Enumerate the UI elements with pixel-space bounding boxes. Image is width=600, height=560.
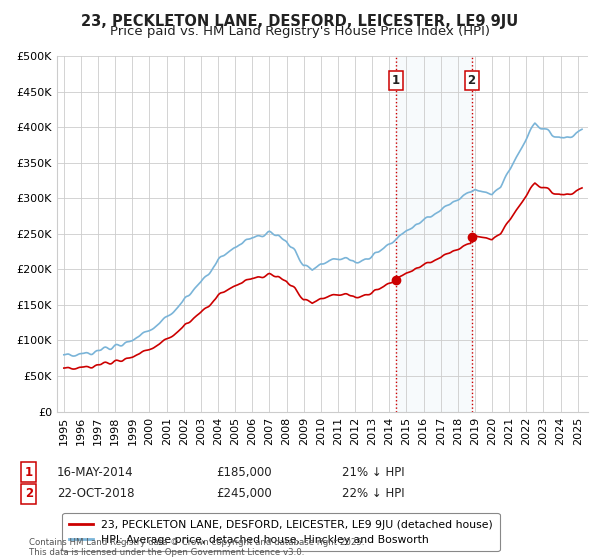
Bar bbox=[395, 56, 472, 412]
Text: 22-OCT-2018: 22-OCT-2018 bbox=[57, 487, 134, 501]
Text: 2: 2 bbox=[467, 74, 476, 87]
Text: 2: 2 bbox=[25, 487, 33, 501]
Text: 1: 1 bbox=[392, 74, 400, 87]
Text: Contains HM Land Registry data © Crown copyright and database right 2025.
This d: Contains HM Land Registry data © Crown c… bbox=[29, 538, 364, 557]
Text: £245,000: £245,000 bbox=[216, 487, 272, 501]
Text: 22% ↓ HPI: 22% ↓ HPI bbox=[342, 487, 404, 501]
Text: 1: 1 bbox=[25, 465, 33, 479]
Text: 21% ↓ HPI: 21% ↓ HPI bbox=[342, 465, 404, 479]
Legend: 23, PECKLETON LANE, DESFORD, LEICESTER, LE9 9JU (detached house), HPI: Average p: 23, PECKLETON LANE, DESFORD, LEICESTER, … bbox=[62, 513, 500, 552]
Text: Price paid vs. HM Land Registry's House Price Index (HPI): Price paid vs. HM Land Registry's House … bbox=[110, 25, 490, 38]
Text: £185,000: £185,000 bbox=[216, 465, 272, 479]
Text: 23, PECKLETON LANE, DESFORD, LEICESTER, LE9 9JU: 23, PECKLETON LANE, DESFORD, LEICESTER, … bbox=[82, 14, 518, 29]
Text: 16-MAY-2014: 16-MAY-2014 bbox=[57, 465, 134, 479]
